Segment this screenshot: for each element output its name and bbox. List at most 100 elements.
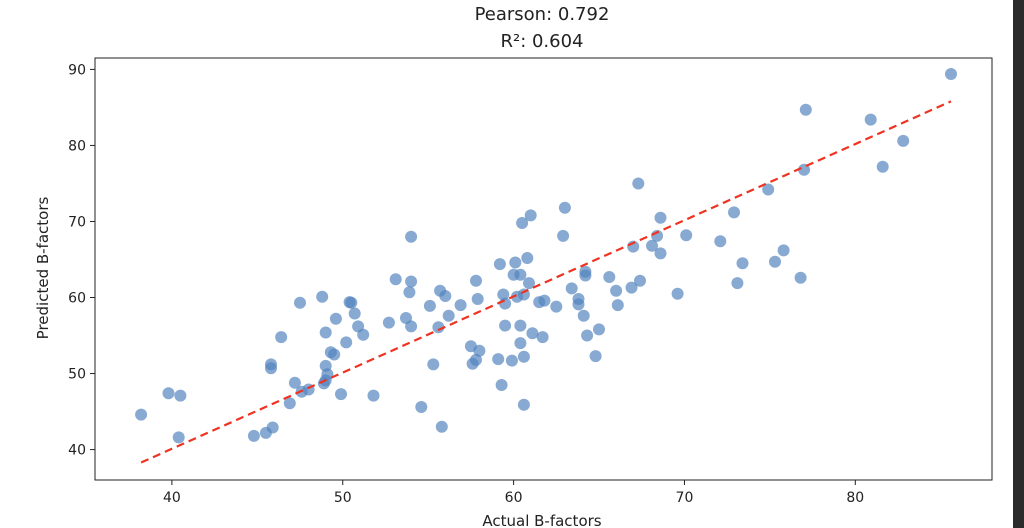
data-point-91 xyxy=(610,284,623,297)
data-point-24 xyxy=(335,388,347,401)
data-point-106 xyxy=(736,257,749,270)
window-edge xyxy=(1013,0,1024,528)
data-point-107 xyxy=(762,183,775,196)
x-tick-label-60: 60 xyxy=(505,490,523,506)
data-point-71 xyxy=(521,252,534,264)
data-point-2 xyxy=(174,389,187,402)
data-point-84 xyxy=(577,309,590,322)
data-point-60 xyxy=(505,354,518,367)
data-point-37 xyxy=(405,275,418,288)
data-point-69 xyxy=(517,350,530,363)
data-point-102 xyxy=(680,229,693,242)
data-point-99 xyxy=(654,211,667,224)
data-point-22 xyxy=(328,348,341,361)
data-point-83 xyxy=(572,298,585,311)
data-point-76 xyxy=(536,331,549,344)
y-tick-label-40: 40 xyxy=(68,443,86,459)
data-point-81 xyxy=(565,282,578,295)
chart-title-line-1: Pearson: 0.792 xyxy=(475,4,610,25)
data-point-46 xyxy=(442,309,455,322)
data-point-27 xyxy=(345,296,358,309)
data-point-87 xyxy=(581,329,594,342)
data-point-47 xyxy=(454,299,467,312)
data-point-112 xyxy=(799,103,812,116)
regression-fit-line xyxy=(140,100,952,464)
y-tick-label-50: 50 xyxy=(68,367,86,383)
data-point-116 xyxy=(945,68,957,80)
y-tick-label-80: 80 xyxy=(68,138,86,154)
x-axis-label: Actual B-factors xyxy=(482,512,601,528)
data-point-100 xyxy=(654,247,667,260)
data-point-36 xyxy=(403,286,416,299)
data-point-92 xyxy=(611,299,624,312)
data-point-77 xyxy=(538,294,551,307)
x-tick-label-70: 70 xyxy=(676,490,694,506)
data-point-39 xyxy=(415,401,428,413)
data-point-57 xyxy=(497,288,510,301)
x-tick-label-80: 80 xyxy=(846,490,864,506)
data-point-38 xyxy=(405,230,418,243)
data-point-72 xyxy=(523,277,535,290)
data-point-45 xyxy=(439,290,452,302)
data-point-58 xyxy=(499,319,512,332)
data-point-28 xyxy=(348,307,361,320)
plot-frame xyxy=(94,57,993,481)
data-point-74 xyxy=(526,327,539,340)
data-point-3 xyxy=(172,431,185,444)
data-point-96 xyxy=(634,274,646,287)
data-point-51 xyxy=(470,274,482,287)
data-point-88 xyxy=(589,350,602,363)
data-point-95 xyxy=(632,177,645,190)
data-point-31 xyxy=(367,389,380,402)
data-point-19 xyxy=(319,359,332,372)
data-point-42 xyxy=(432,321,445,334)
data-point-90 xyxy=(603,271,616,283)
data-point-14 xyxy=(294,296,306,309)
data-point-68 xyxy=(517,398,530,411)
data-point-65 xyxy=(514,337,527,350)
data-point-108 xyxy=(769,255,781,268)
data-point-9 xyxy=(275,331,288,344)
data-point-10 xyxy=(283,397,296,410)
data-point-67 xyxy=(516,217,529,229)
data-point-109 xyxy=(777,244,790,257)
data-point-35 xyxy=(405,320,418,333)
data-point-4 xyxy=(247,429,260,442)
y-axis: 40 50 60 70 80 90 xyxy=(68,62,95,459)
data-point-66 xyxy=(514,268,527,281)
data-point-115 xyxy=(897,134,910,147)
data-point-20 xyxy=(319,326,332,339)
data-point-50 xyxy=(470,353,482,366)
x-axis: 40 50 60 70 80 xyxy=(163,480,864,506)
data-point-6 xyxy=(266,421,279,434)
data-point-86 xyxy=(579,269,592,282)
chart-title-line-2: R²: 0.604 xyxy=(500,31,583,52)
data-point-8 xyxy=(265,358,277,371)
data-point-80 xyxy=(557,229,570,242)
data-point-110 xyxy=(794,271,807,284)
data-point-54 xyxy=(492,353,505,366)
data-point-0 xyxy=(135,408,148,421)
y-axis-label: Predicted B-factors xyxy=(34,196,52,339)
data-point-11 xyxy=(288,376,301,389)
data-point-79 xyxy=(558,201,571,214)
y-tick-label-70: 70 xyxy=(68,214,86,230)
data-point-52 xyxy=(473,344,486,357)
data-point-78 xyxy=(550,300,563,313)
data-point-101 xyxy=(671,287,684,300)
data-point-73 xyxy=(524,209,537,222)
data-point-59 xyxy=(499,297,512,310)
y-tick-label-90: 90 xyxy=(68,62,86,78)
data-point-105 xyxy=(731,277,744,290)
data-point-40 xyxy=(423,299,436,312)
data-point-44 xyxy=(435,420,448,433)
x-tick-label-50: 50 xyxy=(334,490,352,506)
data-point-53 xyxy=(471,293,484,305)
data-point-32 xyxy=(382,316,395,329)
plot-area xyxy=(135,68,957,464)
data-point-1 xyxy=(162,387,175,400)
data-point-55 xyxy=(493,258,506,271)
y-tick-label-60: 60 xyxy=(68,291,86,307)
